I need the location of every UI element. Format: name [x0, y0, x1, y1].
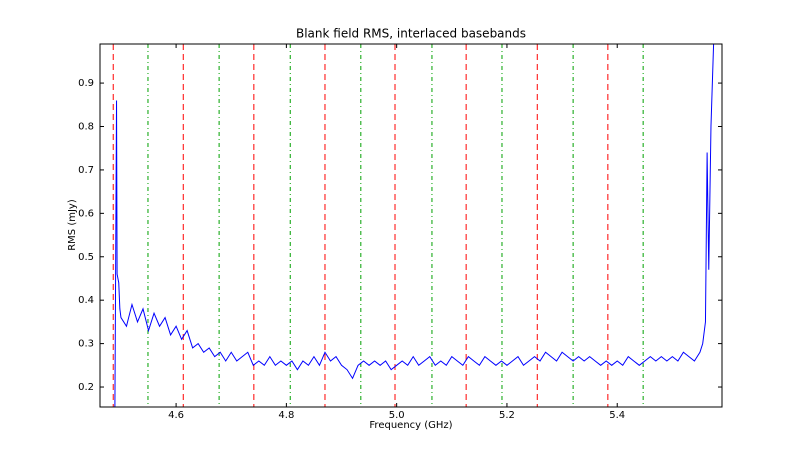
plot-frame	[99, 43, 723, 408]
x-axis-label: Frequency (GHz)	[369, 420, 452, 431]
y-tick-label: 0.3	[78, 339, 94, 350]
x-tick-label: 5.4	[609, 410, 625, 421]
data-line	[114, 44, 715, 407]
y-tick-label: 0.5	[78, 252, 94, 263]
x-tick-label: 5.0	[389, 410, 405, 421]
y-tick-label: 0.7	[78, 165, 94, 176]
y-tick-label: 0.8	[78, 122, 94, 133]
plot-area	[112, 44, 715, 407]
y-axis-label: RMS (mJy)	[67, 199, 78, 251]
chart-title: Blank field RMS, interlaced basebands	[296, 27, 526, 41]
y-tick-label: 0.4	[78, 295, 94, 306]
y-tick-label: 0.9	[78, 78, 94, 89]
y-tick-label: 0.6	[78, 208, 94, 219]
x-tick-label: 5.2	[499, 410, 515, 421]
x-tick-label: 4.6	[168, 410, 184, 421]
x-tick-label: 4.8	[278, 410, 294, 421]
y-tick-label: 0.2	[78, 382, 94, 393]
